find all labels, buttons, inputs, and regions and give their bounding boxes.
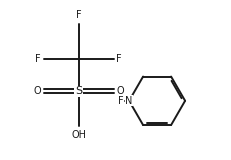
Text: F: F (118, 96, 124, 106)
Text: S: S (75, 86, 82, 96)
Text: F: F (116, 54, 122, 64)
Text: O: O (116, 86, 124, 96)
Text: F: F (36, 54, 41, 64)
Text: N: N (125, 96, 133, 106)
Text: F: F (76, 10, 82, 20)
Text: O: O (33, 86, 41, 96)
Text: OH: OH (71, 130, 86, 140)
